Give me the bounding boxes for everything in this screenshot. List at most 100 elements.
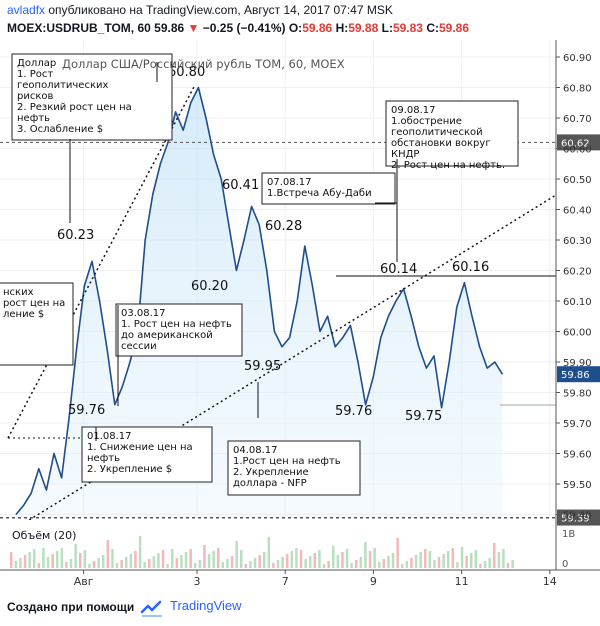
volume-bar: [488, 558, 491, 568]
annotation-box: [11, 53, 173, 141]
volume-axis-max: 1B: [562, 529, 575, 540]
annotation-line: 1. Рост: [17, 69, 53, 80]
volume-bar: [189, 549, 192, 568]
y-tick-label: 60.50: [563, 175, 592, 186]
y-tick-label: 60.80: [563, 84, 592, 95]
annotation-box: [261, 172, 396, 205]
volume-bar: [442, 554, 445, 568]
volume-bar: [410, 558, 413, 568]
volume-bar: [424, 549, 427, 568]
y-tick-label: 59.50: [563, 480, 592, 491]
author-link[interactable]: avladfx: [7, 3, 46, 17]
volume-bar: [479, 564, 482, 568]
volume-bar: [474, 550, 478, 568]
annotation-line: нских: [3, 287, 34, 298]
volume-bar: [46, 557, 50, 568]
volume-bar: [396, 538, 399, 568]
price-label: 59.76: [335, 404, 372, 419]
volume-bar: [161, 550, 165, 568]
price-label: 59.95: [244, 359, 281, 374]
price-chart[interactable]: 60.62 59.39 59.86 60.80 60.23 60.41 60.28 60.2…: [0, 40, 600, 588]
symbol-name: MOEX:USDRUB_TOM, 60: [7, 21, 151, 35]
price-label: 60.41: [222, 178, 259, 193]
annotation-line: геополитической: [391, 127, 483, 138]
annotation-box: [81, 426, 213, 483]
volume-bar: [493, 543, 496, 568]
x-axis[interactable]: Авг 3 7 9 11 14: [74, 570, 557, 588]
last-price-label: 59.86: [561, 370, 590, 381]
volume-bar: [180, 555, 183, 568]
volume-bar: [102, 555, 105, 568]
annotation-line: 07.08.17: [267, 177, 312, 188]
volume-bar: [42, 548, 45, 568]
symbol-info: MOEX:USDRUB_TOM, 60 59.86 ▼ −0.25 (−0.41…: [7, 21, 469, 35]
y-axis[interactable]: 60.90 60.80 60.70 60.60 60.50 60.40 60.30 60.20…: [556, 53, 592, 522]
volume-bar: [65, 562, 68, 568]
volume-bar: [355, 560, 358, 568]
tradingview-logo-icon[interactable]: [140, 596, 164, 620]
price-label: 59.75: [405, 409, 442, 424]
volume-bar: [433, 560, 436, 568]
x-tick-label: 11: [455, 575, 469, 588]
chart-area[interactable]: 60.62 59.39 59.86 60.80 60.23 60.41 60.28 60.2…: [0, 40, 600, 588]
tradingview-brand[interactable]: TradingView: [170, 598, 242, 613]
volume-label: Объём (20): [12, 529, 76, 542]
price-label: 60.28: [265, 219, 302, 234]
volume-bar: [240, 550, 243, 568]
volume-bar: [217, 548, 220, 568]
high-label: H:: [335, 21, 349, 35]
chart-title: Доллар США/Российский рубль TOM, 60, MOE…: [62, 57, 345, 71]
volume-bar: [364, 542, 367, 568]
volume-bar: [506, 563, 510, 568]
volume-bar: [414, 555, 418, 568]
price-label: 59.76: [68, 403, 105, 418]
annotation-line: 1. Снижение цен на: [87, 442, 193, 453]
annotation-line: 1.Рост цен на нефть: [233, 456, 341, 467]
volume-bar: [286, 554, 289, 568]
created-with-text: Создано при помощи: [7, 600, 135, 614]
y-tick-label: 60.10: [563, 297, 592, 308]
volume-bar: [88, 564, 91, 568]
price-label: 60.14: [380, 262, 417, 277]
x-tick-label: 9: [370, 575, 377, 588]
volume-bar: [221, 562, 225, 568]
open-label: O:: [288, 21, 303, 35]
volume-bar: [304, 559, 307, 568]
annotation-line: рисков: [17, 91, 54, 102]
annotation-line: 1.Встреча Абу-Даби: [267, 188, 372, 199]
volume-bar: [79, 553, 82, 568]
y-tick-label: 59.40: [563, 511, 592, 522]
price-label: 60.20: [191, 279, 228, 294]
down-arrow-icon: ▼: [187, 21, 200, 35]
annotation-line: ление $: [3, 309, 44, 320]
price-area: [16, 87, 503, 518]
volume-bar: [382, 559, 386, 568]
y-tick-label: 60.40: [563, 206, 592, 217]
volume-bar: [203, 545, 206, 568]
price-line-label: 60.62: [561, 138, 590, 149]
annotation-box: [227, 440, 361, 496]
annotation-line: 1.обострение: [391, 116, 462, 127]
volume-bar: [134, 551, 137, 568]
volume-bar: [143, 562, 146, 568]
annotation-box: [115, 303, 243, 357]
volume-bar: [244, 564, 248, 568]
annotation-line: нефть: [17, 113, 50, 124]
annotation-box: [385, 100, 519, 167]
annotation-line: обстановки вокруг: [391, 138, 491, 149]
annotation-line: нефть: [87, 453, 120, 464]
price-label: 60.80: [168, 65, 205, 80]
volume-bar: [336, 555, 340, 568]
volume-bar: [456, 562, 459, 568]
volume-bar: [56, 551, 59, 568]
x-tick-label: 14: [543, 575, 557, 588]
price-change: −0.25 (−0.41%): [202, 21, 286, 35]
volume-bar: [19, 558, 22, 568]
volume-bar: [359, 557, 363, 568]
volume-bar: [253, 558, 257, 568]
volume-bar: [69, 559, 73, 568]
volume-bar: [175, 558, 179, 568]
annotation-line: до американской: [121, 330, 213, 341]
volume-bar: [207, 554, 211, 568]
volume-bar: [437, 557, 441, 568]
